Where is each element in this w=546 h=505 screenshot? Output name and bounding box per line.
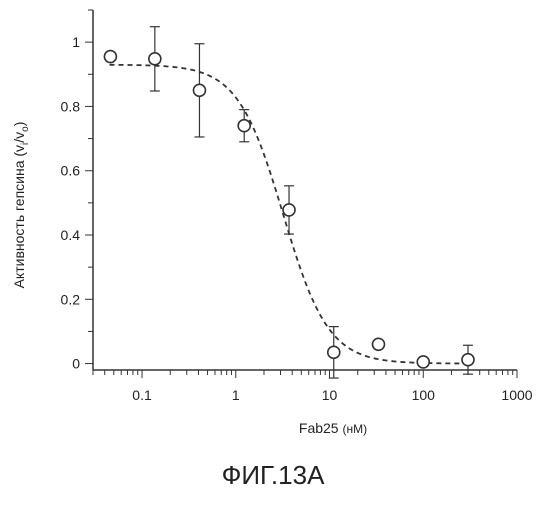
y-axis-title-slash: /v <box>11 132 27 143</box>
data-point <box>238 120 250 132</box>
x-axis-title-main: Fab25 <box>299 420 339 436</box>
y-axis-title-main: Активность гепсина (v <box>11 145 27 288</box>
y-tick-label: 0.4 <box>61 227 81 243</box>
data-point <box>372 338 384 350</box>
axes: 0.1 1 10 100 1000 0 0.2 0.4 0.6 0.8 1 <box>61 10 533 403</box>
x-tick-label: 100 <box>412 387 436 403</box>
data-points-group <box>104 27 474 378</box>
y-tick-label: 0.8 <box>61 98 81 114</box>
y-axis-title-close: ) <box>11 122 27 127</box>
x-tick-label: 0.1 <box>132 387 152 403</box>
y-tick-label: 1 <box>72 34 80 50</box>
y-tick-label: 0.6 <box>61 163 81 179</box>
x-tick-label: 1 <box>232 387 240 403</box>
data-point <box>462 354 474 366</box>
x-tick-label: 1000 <box>501 387 532 403</box>
x-axis-title: Fab25 (нМ) <box>299 420 367 436</box>
y-tick-label: 0.2 <box>61 291 81 307</box>
x-tick-label: 10 <box>322 387 338 403</box>
figure-caption: ФИГ.13А <box>222 460 326 490</box>
data-point <box>193 84 205 96</box>
y-tick-label: 0 <box>72 356 80 372</box>
data-point <box>417 356 429 368</box>
y-axis-title: Активность гепсина (vi/vo) <box>11 122 31 289</box>
x-axis-title-unit: (нМ) <box>342 422 367 436</box>
data-point <box>328 346 340 358</box>
data-point <box>104 51 116 63</box>
data-point <box>149 53 161 65</box>
data-point <box>283 204 295 216</box>
